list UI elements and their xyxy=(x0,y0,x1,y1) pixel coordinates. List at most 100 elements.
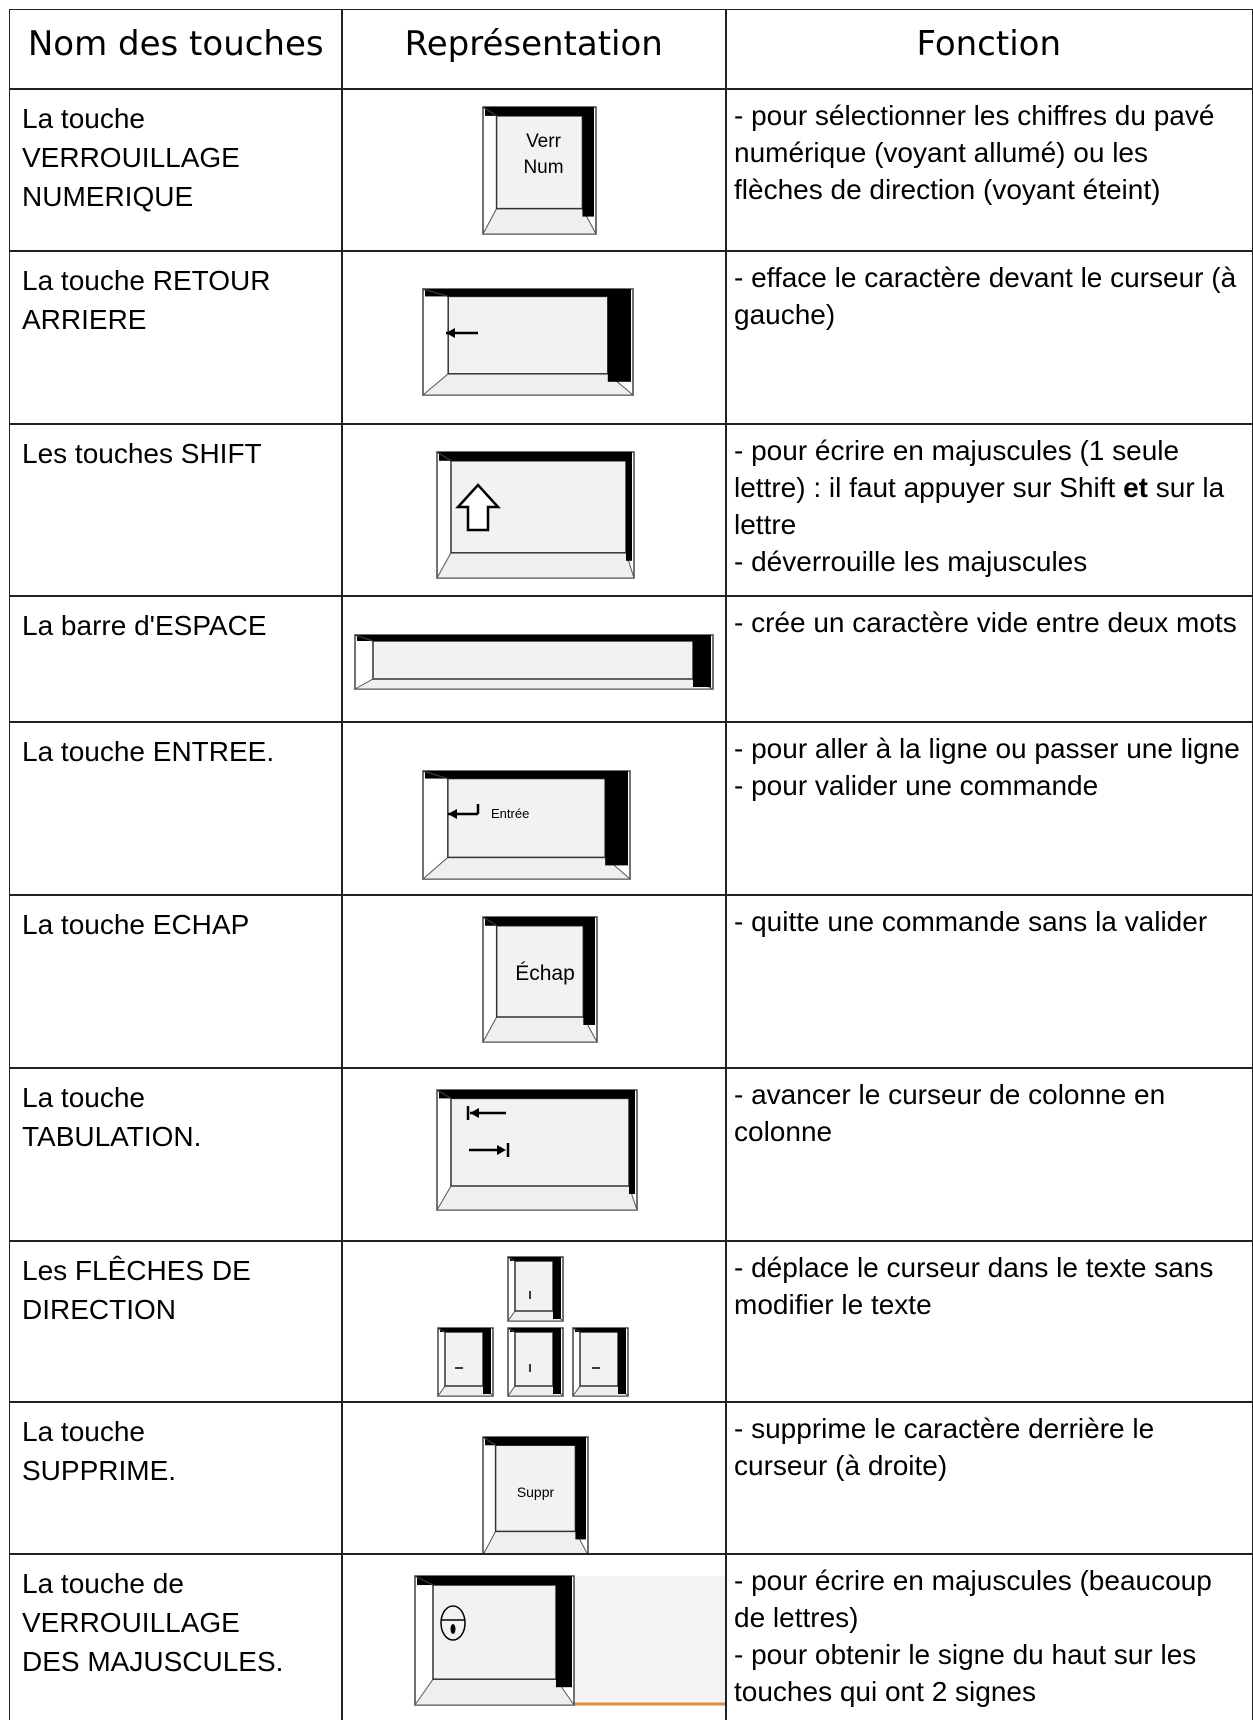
key-side xyxy=(629,1092,635,1194)
key-name-line: La touche xyxy=(22,1082,145,1113)
function-text: - déplace le curseur dans le texte sans … xyxy=(734,1252,1214,1320)
key-name-line: La barre d'ESPACE xyxy=(22,610,267,641)
key-face xyxy=(514,1260,554,1312)
key-top xyxy=(425,289,631,297)
key-drawing xyxy=(436,451,635,579)
key-name-line: SUPPRIME. xyxy=(22,1455,177,1486)
representation: Échap xyxy=(341,894,727,1069)
key-top xyxy=(439,1090,635,1099)
key-name-line: VERROUILLAGE xyxy=(22,142,240,173)
key-top xyxy=(575,1328,626,1332)
key-name: La touche VERROUILLAGE NUMERIQUE xyxy=(9,88,343,252)
key-part xyxy=(414,1678,575,1706)
function-text: - pour valider une commande xyxy=(734,770,1099,801)
function-item: - pour valider une commande xyxy=(734,767,1244,804)
key-label: Suppr xyxy=(517,1484,555,1500)
key-face xyxy=(444,1331,484,1387)
key-name: La touche de VERROUILLAGE DES MAJUSCULES. xyxy=(9,1553,343,1720)
key-face xyxy=(447,777,606,859)
function-item: - pour sélectionner les chiffres du pavé… xyxy=(734,97,1244,208)
function-item: - pour écrire en majuscules (beaucoup de… xyxy=(734,1562,1244,1636)
representation xyxy=(341,1067,727,1242)
key-name-line: La touche ENTREE. xyxy=(22,736,275,767)
header-cell: Fonction xyxy=(725,9,1253,90)
function: - efface le caractère devant le curseur … xyxy=(725,250,1253,425)
function-text: - crée un caractère vide entre deux mots xyxy=(734,607,1237,638)
key-top xyxy=(440,1328,491,1332)
key-part xyxy=(436,552,635,579)
function-text: - supprime le caractère derrière le curs… xyxy=(734,1413,1155,1481)
key-name: Les FLÊCHES DE DIRECTION xyxy=(9,1240,343,1403)
function-item: - supprime le caractère derrière le curs… xyxy=(734,1410,1244,1484)
key-glyph xyxy=(450,1624,456,1634)
representation xyxy=(341,250,727,425)
function: - crée un caractère vide entre deux mots xyxy=(725,595,1253,723)
key-part xyxy=(507,1256,516,1262)
key-name: La touche TABULATION. xyxy=(9,1067,343,1242)
key-part xyxy=(354,634,374,642)
key-part xyxy=(482,208,597,235)
function-text: - pour aller à la ligne ou passer une li… xyxy=(734,733,1240,764)
key-name: La barre d'ESPACE xyxy=(9,595,343,723)
key-label: Verr xyxy=(526,131,562,152)
key-drawing xyxy=(353,634,714,690)
key-side xyxy=(582,109,594,217)
key-name-line: Les FLÊCHES DE xyxy=(22,1255,251,1286)
function: - pour écrire en majuscules (1 seule let… xyxy=(725,423,1253,597)
key-top xyxy=(357,635,711,641)
representation xyxy=(341,1240,727,1403)
key-name-line: ARRIERE xyxy=(22,304,147,335)
function-item: - déverrouille les majuscules xyxy=(734,543,1244,580)
key-label: Entrée xyxy=(491,806,529,821)
key-face xyxy=(372,640,694,680)
key-side xyxy=(605,773,628,866)
key-part xyxy=(436,451,452,462)
function-item: - crée un caractère vide entre deux mots xyxy=(734,604,1244,641)
key-face xyxy=(579,1331,619,1387)
key-part xyxy=(482,106,497,117)
function: - déplace le curseur dans le texte sans … xyxy=(725,1240,1253,1403)
key-face xyxy=(447,295,609,375)
function: - pour aller à la ligne ou passer une li… xyxy=(725,721,1253,896)
key-part xyxy=(422,770,449,780)
key-part xyxy=(482,1530,589,1554)
key-drawing: Échap xyxy=(482,916,598,1043)
key-top xyxy=(510,1328,561,1332)
key-name-line: VERROUILLAGE xyxy=(22,1607,240,1638)
function-text: - pour obtenir le signe du haut sur les … xyxy=(734,1639,1197,1707)
key-glyph xyxy=(470,1108,479,1118)
key-part xyxy=(482,1016,598,1043)
key-label: Échap xyxy=(515,962,575,985)
key-face xyxy=(495,115,584,210)
function: - quitte une commande sans la valider xyxy=(725,894,1253,1069)
key-drawing: Verr Num xyxy=(482,106,597,235)
representation: Suppr xyxy=(341,1401,727,1555)
function-text: - efface le caractère devant le curseur … xyxy=(734,262,1237,330)
key-part xyxy=(414,1575,434,1586)
key-part xyxy=(421,856,632,880)
key-side xyxy=(626,454,632,561)
key-top xyxy=(417,1576,572,1586)
key-drawing xyxy=(414,1575,726,1706)
key-top xyxy=(485,107,594,116)
representation xyxy=(341,595,727,723)
key-part xyxy=(436,1185,638,1211)
key-side xyxy=(553,1330,561,1394)
representation xyxy=(341,1553,727,1720)
function: - pour écrire en majuscules (beaucoup de… xyxy=(725,1553,1253,1720)
function-item: - pour obtenir le signe du haut sur les … xyxy=(734,1636,1244,1710)
function-bold: et xyxy=(1123,472,1148,503)
key-glyph xyxy=(448,809,457,819)
function-item: - efface le caractère devant le curseur … xyxy=(734,259,1244,333)
key-name-line: La touche xyxy=(22,1416,145,1447)
key-top xyxy=(439,452,632,461)
function: - avancer le curseur de colonne en colon… xyxy=(725,1067,1253,1242)
key-name: La touche SUPPRIME. xyxy=(9,1401,343,1555)
key-name-line: La touche RETOUR xyxy=(22,265,271,296)
key-side xyxy=(607,291,631,382)
key-face xyxy=(450,1097,630,1187)
key-side xyxy=(618,1330,626,1394)
key-part xyxy=(353,678,714,690)
function-text: - pour écrire en majuscules (1 seule let… xyxy=(734,435,1180,503)
